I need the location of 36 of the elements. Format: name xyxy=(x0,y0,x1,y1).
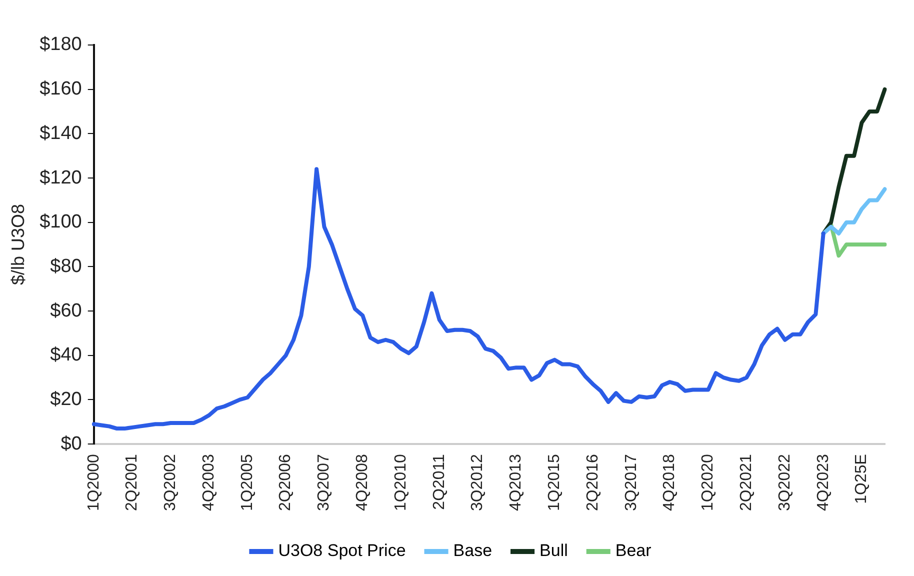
x-tick-label: 4Q2003 xyxy=(200,454,218,511)
x-tick-label: 3Q2017 xyxy=(622,454,640,511)
x-tick-label: 1Q2020 xyxy=(700,454,717,511)
y-tick-label: $160 xyxy=(40,78,82,100)
y-tick-label: $40 xyxy=(50,344,82,366)
y-tick-label: $180 xyxy=(40,34,82,56)
y-tick-label: $120 xyxy=(40,167,82,188)
x-tick-label: 2Q2001 xyxy=(124,454,141,511)
y-tick-label: $0 xyxy=(60,433,82,454)
y-tick-label: $80 xyxy=(50,256,82,277)
x-tick-label: 3Q2007 xyxy=(316,454,333,511)
x-tick-label: 3Q2022 xyxy=(776,454,794,511)
x-tick-label: 1Q25E xyxy=(853,454,870,504)
x-tick-label: 1Q2010 xyxy=(392,454,410,511)
x-tick-label: 4Q2018 xyxy=(661,454,678,511)
legend-label: Bear xyxy=(615,541,652,560)
legend-label: Base xyxy=(453,541,492,560)
x-tick-label: 4Q2023 xyxy=(814,454,832,511)
x-tick-label: 3Q2002 xyxy=(162,454,180,511)
x-tick-label: 3Q2012 xyxy=(469,454,486,511)
x-tick-label: 2Q2021 xyxy=(738,454,755,511)
x-tick-label: 1Q2000 xyxy=(85,454,102,511)
x-tick-label: 4Q2013 xyxy=(508,454,525,511)
x-tick-label: 1Q2005 xyxy=(238,454,256,511)
y-axis-title: $/lb U3O8 xyxy=(8,204,28,286)
x-tick-label: 4Q2008 xyxy=(354,454,372,511)
x-tick-label: 1Q2015 xyxy=(546,454,564,511)
y-tick-label: $60 xyxy=(50,300,82,322)
y-tick-label: $140 xyxy=(40,122,82,144)
legend-label: U3O8 Spot Price xyxy=(278,541,406,560)
x-tick-label: 2Q2006 xyxy=(277,454,294,511)
x-tick-label: 2Q2011 xyxy=(430,454,448,510)
legend-label: Bull xyxy=(540,541,568,560)
x-tick-label: 2Q2016 xyxy=(584,454,602,511)
y-tick-label: $20 xyxy=(50,388,82,410)
y-tick-label: $100 xyxy=(40,212,82,233)
